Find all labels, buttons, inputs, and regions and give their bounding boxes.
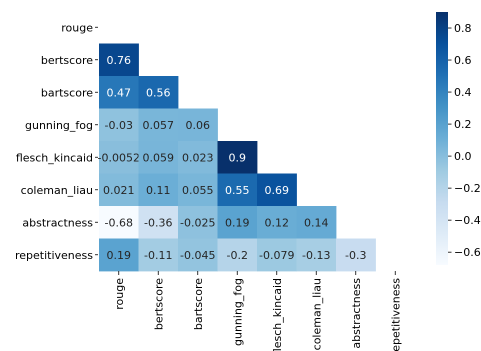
cell-value-label-7-3: -0.2 (227, 249, 248, 262)
heatmap-cell-5-4 (257, 173, 297, 207)
cell-value-label-4-0: -0.0052 (98, 151, 140, 164)
cell-value-label-7-2: -0.045 (180, 249, 215, 262)
heatmap-cell-4-0 (99, 141, 139, 174)
heatmap-cell-6-1 (138, 206, 179, 239)
colorbar-tick-label-2: 0.4 (454, 86, 472, 99)
colorbar-tick-label-3: 0.2 (454, 118, 472, 131)
column-label-rouge: rouge (113, 278, 126, 310)
cell-value-label-3-1: 0.057 (143, 119, 175, 132)
colorbar-tick-label-4: 0.0 (454, 150, 472, 163)
cell-value-label-6-2: -0.025 (180, 216, 215, 229)
heatmap-cell-5-3 (217, 173, 258, 207)
column-label-bartscore: bartscore (192, 278, 205, 330)
heatmap-cell-7-5 (296, 238, 337, 272)
row-label-gunning-fog: gunning_fog (25, 119, 93, 132)
heatmap-cell-6-2 (178, 206, 218, 239)
heatmap-cell-5-2 (178, 173, 218, 207)
cell-value-label-2-1: 0.56 (146, 86, 171, 99)
heatmap-cell-3-1 (138, 108, 179, 142)
heatmap-cell-3-2 (178, 108, 218, 142)
heatmap-cell-6-5 (296, 206, 337, 239)
cell-value-label-7-5: -0.13 (302, 249, 330, 262)
cell-value-label-7-4: -0.079 (259, 249, 294, 262)
column-label-coleman-liau: coleman_liau (310, 278, 323, 350)
heatmap-cell-4-3 (217, 141, 258, 174)
cell-value-label-5-3: 0.55 (225, 184, 250, 197)
column-labels: rouge bertscore bartscore gunning_fog flesch… (113, 271, 402, 351)
cell-value-label-6-0: -0.68 (105, 216, 133, 229)
heatmap-cell-7-2 (178, 238, 218, 272)
heatmap-cell-3-0 (99, 108, 139, 142)
heatmap-cell-6-4 (257, 206, 297, 239)
cell-value-label-4-2: 0.023 (182, 151, 214, 164)
heatmap-cell-7-1 (138, 238, 179, 272)
cell-value-label-1-0: 0.76 (107, 54, 132, 67)
cell-value-label-6-1: -0.36 (144, 216, 172, 229)
heatmap-cell-4-2 (178, 141, 218, 174)
cell-value-label-7-6: -0.3 (345, 249, 366, 262)
row-label-bartscore: bartscore (41, 86, 93, 99)
cell-value-label-7-0: 0.19 (107, 249, 132, 262)
colorbar-tick-label-5: −0.2 (454, 182, 481, 195)
column-label-gunning-fog: gunning_fog (231, 278, 244, 346)
row-labels: rouge bertscore bartscore gunning_fogflesch… (15, 21, 98, 262)
cell-value-label-5-2: 0.055 (182, 184, 214, 197)
heatmap-cell-6-0 (99, 206, 139, 239)
heatmap-cell-5-0 (99, 173, 139, 207)
heatmap-cell-4-1 (138, 141, 179, 174)
column-label-repetitiveness: repetitiveness (389, 278, 402, 351)
column-label-bertscore: bertscore (152, 278, 165, 330)
heatmap-cell-1-0 (99, 43, 139, 77)
heatmap-cell-2-0 (99, 76, 139, 109)
cell-value-label-5-0: 0.021 (103, 184, 135, 197)
heatmap-cell-7-4 (257, 238, 297, 272)
cell-value-label-5-1: 0.11 (146, 184, 171, 197)
colorbar-tick-label-7: −0.6 (454, 246, 481, 259)
row-label-coleman-liau: coleman_liau (21, 184, 93, 197)
heatmap-cell-2-1 (138, 76, 179, 109)
colorbar-tick-label-1: 0.6 (454, 54, 472, 67)
row-label-rouge: rouge (61, 21, 93, 34)
heatmap-cell-7-6 (336, 238, 376, 272)
cell-value-label-3-2: 0.06 (186, 119, 211, 132)
heatmap-cell-7-0 (99, 238, 139, 272)
cell-value-label-6-3: 0.19 (225, 216, 250, 229)
heatmap-cell-6-3 (217, 206, 258, 239)
row-label-bertscore: bertscore (41, 54, 93, 67)
row-label-flesch-kincaid: flesch_kincaid (16, 151, 93, 164)
colorbar: 0.8 0.6 0.4 0.2 0.0 −0.2 −0.4 −0.6 (436, 12, 481, 265)
colorbar-tick-label-0: 0.8 (454, 22, 472, 35)
cell-value-label-4-3: 0.9 (229, 151, 247, 164)
cell-value-label-6-4: 0.12 (265, 216, 290, 229)
colorbar-gradient (436, 12, 448, 265)
cell-value-label-4-1: 0.059 (143, 151, 175, 164)
cell-value-label-3-0: -0.03 (105, 119, 133, 132)
cell-value-label-6-5: 0.14 (304, 216, 329, 229)
heatmap-cell-5-1 (138, 173, 179, 207)
row-label-abstractness: abstractness (22, 216, 93, 229)
column-label-flesch-kincaid: flesch_kincaid (271, 278, 284, 351)
cell-value-label-5-4: 0.69 (265, 184, 290, 197)
heatmap-cell-7-3 (217, 238, 258, 272)
colorbar-tick-label-6: −0.4 (454, 214, 481, 227)
column-label-abstractness: abstractness (350, 278, 363, 349)
cell-value-label-7-1: -0.11 (144, 249, 172, 262)
row-label-repetitiveness: repetitiveness (15, 249, 93, 262)
cell-value-label-2-0: 0.47 (107, 86, 132, 99)
heatmap-cells: 0.76 0.47 0.56 -0.03 0.057 0.06 -0.0052 0.059 0.… (98, 43, 376, 272)
